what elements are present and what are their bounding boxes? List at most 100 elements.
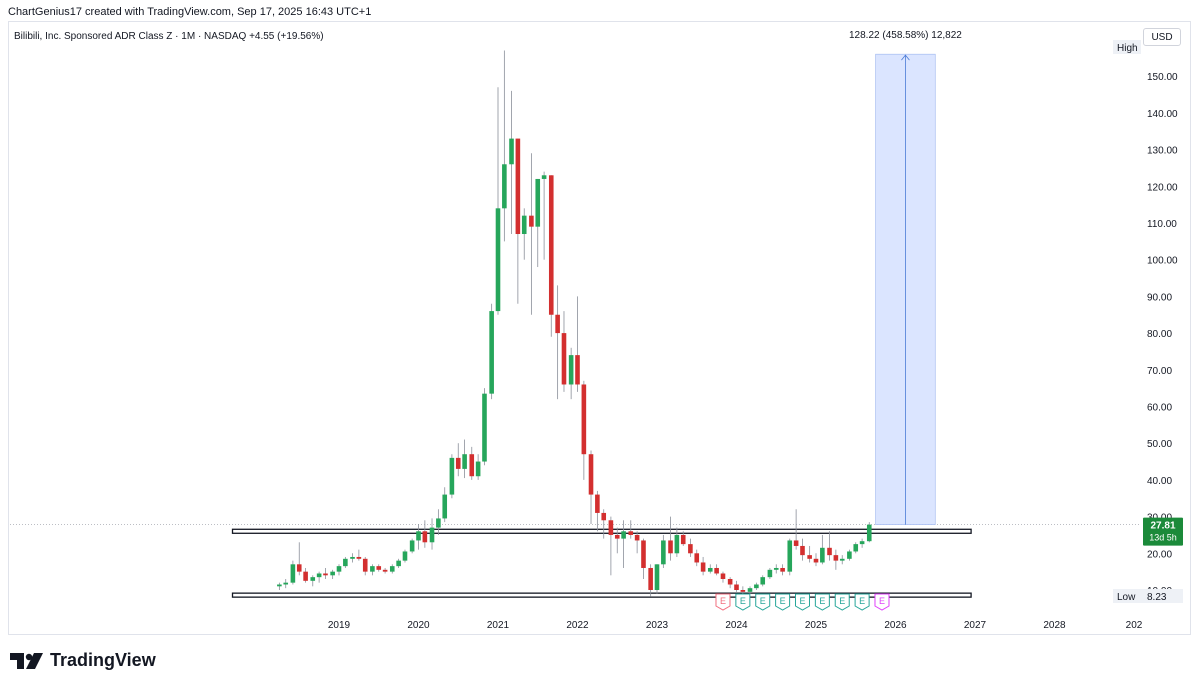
candle-body-45: [575, 355, 580, 385]
candle-body-30: [475, 461, 481, 477]
candle-body-70: [740, 590, 746, 592]
tradingview-wordmark: TradingView: [50, 650, 156, 670]
candle-body-78: [793, 540, 799, 546]
candle-body-22: [422, 531, 428, 543]
candle-body-7: [323, 573, 328, 576]
candle-body-5: [310, 577, 316, 581]
candle-body-55: [641, 540, 646, 568]
candle-body-43: [561, 333, 567, 385]
high-tag: High: [1117, 43, 1138, 54]
last-price-countdown: 13d 5h: [1149, 533, 1177, 543]
candle-body-40: [541, 175, 547, 179]
candle-body-39: [535, 178, 541, 227]
candle-body-48: [595, 494, 600, 513]
candle-body-81: [813, 558, 819, 563]
x-tick-label: 2025: [805, 620, 828, 631]
projection-layer: 128.22 (458.58%) 12,822: [849, 30, 962, 525]
y-tick-label: 140.00: [1147, 109, 1178, 120]
candle-body-18: [396, 560, 401, 567]
candle-body-32: [489, 311, 494, 394]
high-tag-bg: [1113, 40, 1141, 54]
y-tick-label: 130.00: [1147, 146, 1178, 157]
candle-body-85: [839, 558, 845, 561]
candle-body-15: [376, 566, 382, 570]
low-tag: Low: [1117, 592, 1136, 603]
candle-body-31: [482, 393, 487, 462]
earnings-marker-1: [735, 593, 751, 611]
candle-body-68: [727, 578, 733, 585]
candle-body-58: [661, 540, 666, 565]
currency-button[interactable]: USD: [1143, 28, 1181, 46]
candle-body-21: [416, 531, 421, 541]
earnings-marker-label: E: [740, 596, 746, 606]
candle-body-67: [720, 573, 726, 579]
candle-body-19: [402, 551, 408, 561]
candle-body-86: [847, 551, 852, 559]
earnings-marker-label: E: [879, 596, 885, 606]
earnings-marker-0: [715, 593, 731, 611]
earnings-marker-7: [854, 593, 870, 611]
candle-body-65: [707, 567, 713, 572]
y-tick-label: 90.00: [1147, 292, 1172, 303]
candle-body-28: [462, 454, 467, 469]
y-tick-label: 150.00: [1147, 72, 1178, 83]
x-tick-label: 2020: [407, 620, 430, 631]
candle-body-17: [389, 566, 395, 572]
candle-body-82: [820, 547, 825, 563]
candle-body-35: [509, 138, 514, 165]
candle-body-87: [853, 544, 859, 552]
chart-frame: [8, 21, 1191, 635]
x-tick-label: 2022: [566, 620, 589, 631]
candle-body-2: [290, 564, 296, 583]
earnings-marker-2: [755, 593, 771, 611]
earnings-marker-label: E: [859, 596, 865, 606]
low-value: 8.23: [1147, 592, 1167, 603]
candle-body-71: [747, 588, 753, 592]
y-tick-label: 20.00: [1147, 549, 1172, 560]
tradingview-logo-icon: [10, 652, 43, 669]
earnings-marker-label: E: [839, 596, 845, 606]
candle-body-36: [515, 138, 521, 235]
candle-body-74: [767, 569, 773, 578]
candle-body-66: [714, 567, 719, 574]
candle-body-13: [362, 558, 368, 572]
candle-body-44: [568, 355, 574, 385]
candle-body-47: [588, 454, 594, 495]
earnings-marker-label: E: [720, 596, 726, 606]
candle-body-60: [674, 534, 680, 554]
earnings-marker-label: E: [799, 596, 805, 606]
candle-body-50: [608, 520, 614, 535]
earnings-marker-6: [834, 593, 850, 611]
tradingview-logo[interactable]: TradingView: [10, 650, 156, 671]
candle-body-88: [859, 541, 865, 545]
candle-body-89: [866, 524, 872, 542]
candle-body-27: [455, 457, 461, 469]
y-tick-label: 40.00: [1147, 476, 1172, 487]
candle-body-41: [548, 175, 554, 315]
candle-body-77: [787, 540, 793, 572]
earnings-marker-8: [874, 593, 890, 611]
low-tag-bg: [1113, 589, 1183, 603]
candle-body-80: [807, 555, 812, 559]
candle-body-76: [780, 567, 785, 572]
candle-body-73: [760, 577, 766, 585]
projection-arrowhead: [901, 54, 910, 61]
candle-body-57: [654, 564, 660, 590]
candle-body-75: [773, 567, 779, 570]
earnings-marker-4: [794, 593, 810, 611]
candle-body-46: [581, 384, 587, 455]
candle-body-52: [621, 531, 626, 539]
earnings-marker-label: E: [780, 596, 786, 606]
earnings-marker-5: [814, 593, 830, 611]
y-tick-label: 50.00: [1147, 439, 1172, 450]
earnings-marker-3: [775, 593, 791, 611]
candle-body-37: [521, 215, 527, 235]
candle-body-51: [614, 534, 620, 539]
candle-body-38: [529, 215, 534, 227]
candle-body-49: [601, 512, 607, 521]
last-price-tag-bg: [1143, 517, 1183, 546]
candle-body-56: [648, 567, 653, 590]
candle-body-64: [700, 562, 706, 572]
candle-body-8: [330, 571, 335, 576]
